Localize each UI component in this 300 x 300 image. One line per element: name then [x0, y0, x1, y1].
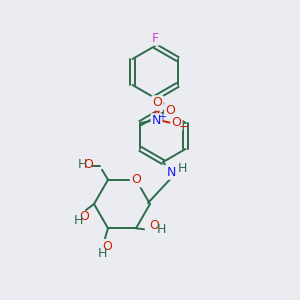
Text: N: N: [166, 166, 176, 178]
Text: −: −: [178, 121, 189, 134]
Text: H: H: [73, 214, 83, 227]
Text: O: O: [165, 104, 175, 117]
Text: O: O: [152, 97, 162, 110]
Text: H: H: [97, 247, 107, 260]
Text: +: +: [158, 112, 166, 122]
Text: O: O: [131, 173, 141, 186]
Text: H: H: [156, 223, 166, 236]
Text: O: O: [83, 158, 93, 171]
Text: O: O: [172, 116, 182, 130]
Text: O: O: [102, 240, 112, 253]
Text: F: F: [152, 32, 159, 44]
Text: H: H: [177, 163, 187, 176]
Text: O: O: [149, 219, 159, 232]
Text: O: O: [79, 209, 89, 223]
Text: H: H: [77, 158, 87, 171]
Text: N: N: [152, 115, 161, 128]
